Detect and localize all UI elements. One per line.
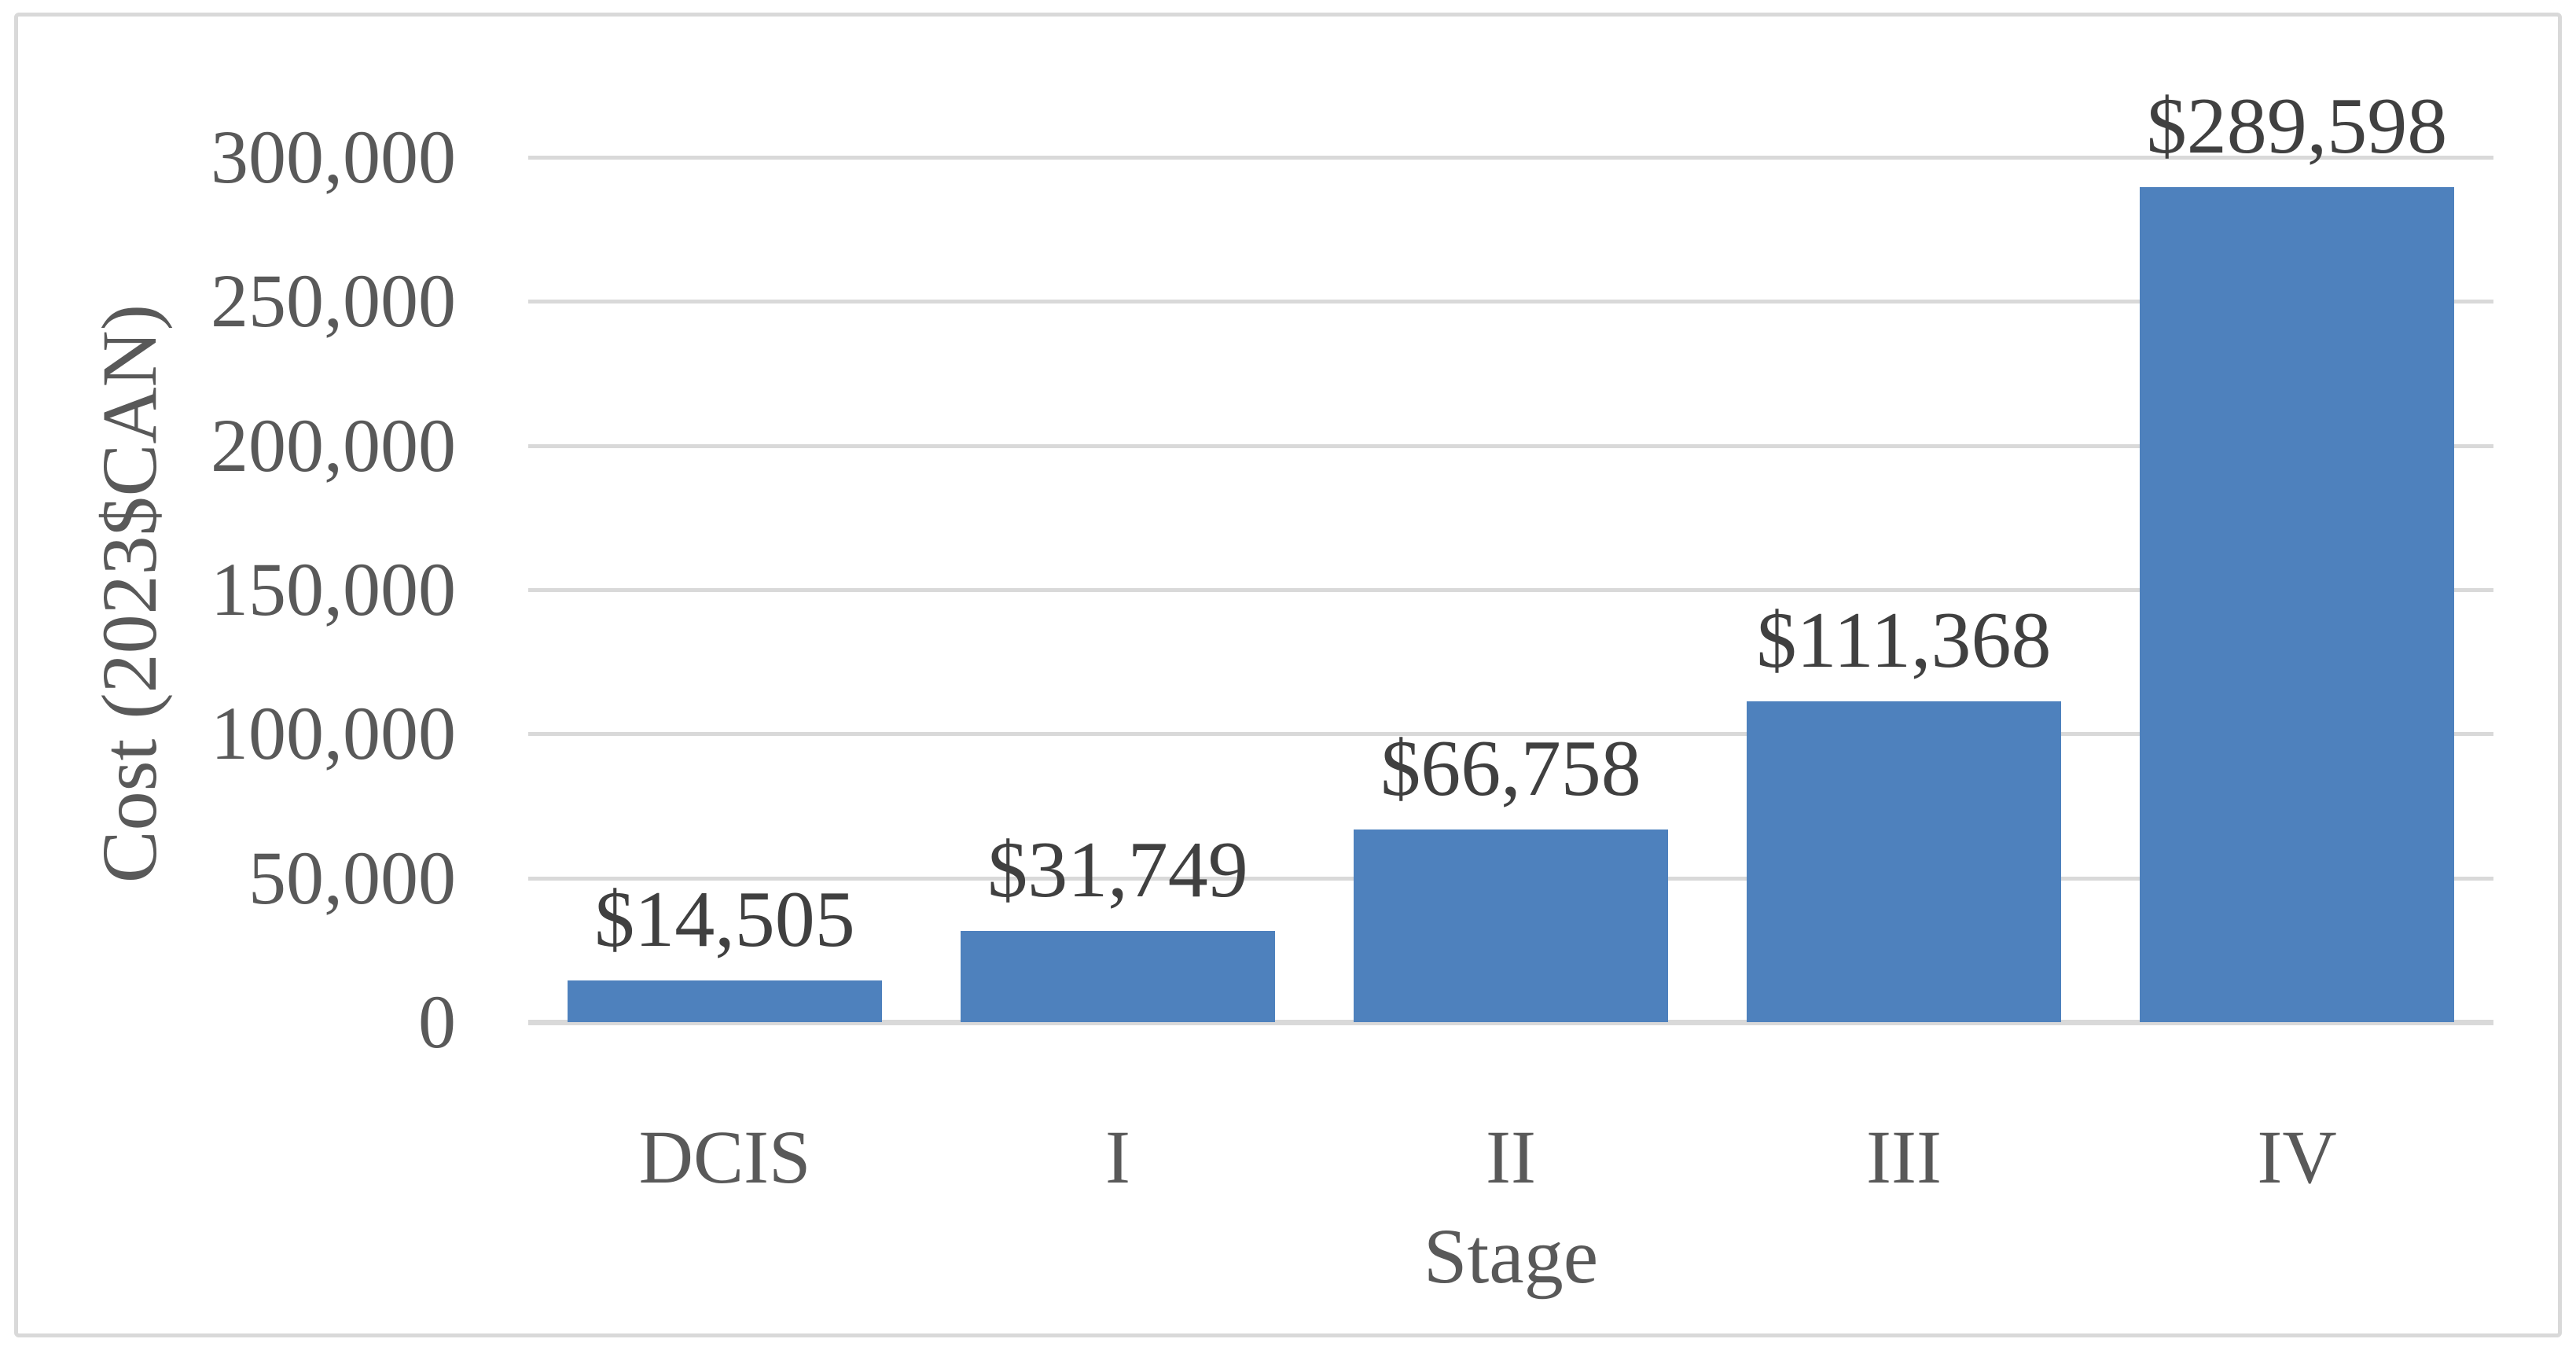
bar-value-label-i: $31,749 bbox=[987, 825, 1248, 914]
y-gridline bbox=[528, 732, 2493, 737]
x-tick-label-iii: III bbox=[1866, 1115, 1942, 1199]
bar-value-label-iii: $111,368 bbox=[1756, 595, 2052, 685]
x-axis-title: Stage bbox=[1423, 1212, 1599, 1300]
y-tick-label: 200,000 bbox=[211, 403, 456, 487]
y-gridline bbox=[528, 443, 2493, 448]
y-gridline bbox=[528, 156, 2493, 160]
y-tick-label: 50,000 bbox=[248, 835, 456, 920]
x-tick-label-dcis: DCIS bbox=[638, 1115, 811, 1199]
y-gridline bbox=[528, 300, 2493, 304]
y-tick-label: 250,000 bbox=[211, 259, 456, 344]
y-gridline bbox=[528, 588, 2493, 592]
bar-iii bbox=[1747, 701, 2061, 1022]
bar-iv bbox=[2140, 187, 2454, 1022]
y-tick-label: 300,000 bbox=[211, 115, 456, 199]
bar-value-label-dcis: $14,505 bbox=[594, 874, 855, 964]
plot-area bbox=[528, 156, 2493, 1025]
y-tick-label: 150,000 bbox=[211, 547, 456, 631]
bar-value-label-iv: $289,598 bbox=[2146, 82, 2448, 171]
bar-dcis bbox=[568, 980, 882, 1022]
bar-value-label-ii: $66,758 bbox=[1380, 724, 1641, 814]
x-tick-label-ii: II bbox=[1486, 1115, 1536, 1199]
bar-i bbox=[961, 930, 1275, 1022]
x-tick-label-i: I bbox=[1105, 1115, 1130, 1199]
y-tick-label: 0 bbox=[418, 980, 456, 1064]
x-tick-label-iv: IV bbox=[2257, 1115, 2337, 1199]
x-axis-line bbox=[528, 1020, 2493, 1025]
bar-ii bbox=[1354, 829, 1668, 1022]
y-tick-label: 100,000 bbox=[211, 691, 456, 776]
